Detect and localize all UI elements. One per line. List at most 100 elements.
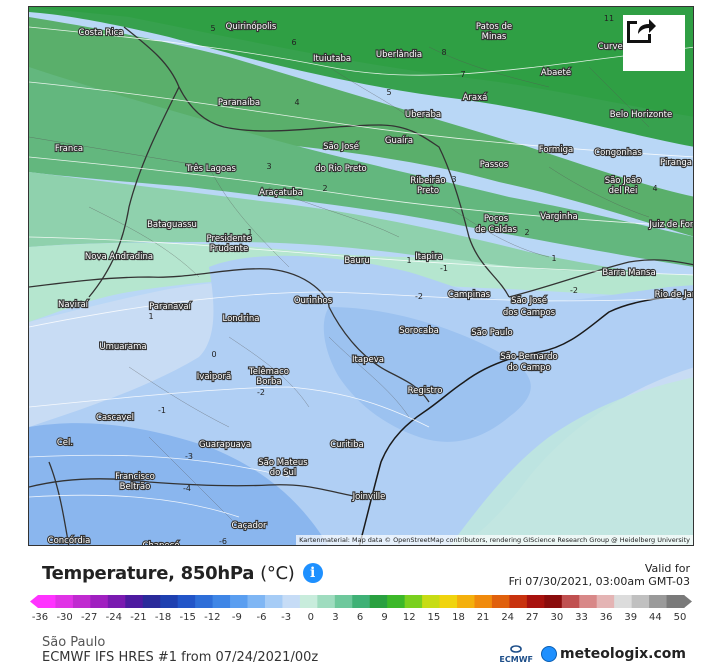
city-label: Naviraí bbox=[58, 300, 89, 310]
scale-tick-label: 9 bbox=[381, 612, 388, 623]
city-label: Paranaíba bbox=[218, 98, 260, 108]
city-label: Ribeirão bbox=[410, 176, 445, 186]
isotherm-label: -2 bbox=[257, 388, 265, 397]
isotherm-label: 7 bbox=[460, 70, 465, 79]
scale-swatch bbox=[457, 595, 475, 608]
valid-label: Valid for bbox=[644, 562, 690, 575]
scale-min-arrow bbox=[30, 595, 38, 608]
scale-max-arrow bbox=[684, 595, 692, 608]
city-label: Rio de Janeiro bbox=[655, 290, 694, 300]
isotherm-label: -2 bbox=[415, 292, 423, 301]
city-label: São Paulo bbox=[471, 328, 512, 338]
city-label: Piranga bbox=[660, 158, 692, 168]
scale-tick-label: 6 bbox=[356, 612, 364, 623]
scale-tick-label: 18 bbox=[452, 612, 465, 623]
color-scale bbox=[30, 595, 692, 608]
city-label: Três Lagoas bbox=[185, 163, 236, 174]
isotherm-label: 6 bbox=[291, 38, 296, 47]
city-label: Formiga bbox=[539, 145, 573, 155]
city-label: do Rio Preto bbox=[315, 164, 367, 174]
city-label: Joinville bbox=[352, 492, 386, 502]
meteologix-logo[interactable]: meteologix.com bbox=[541, 646, 686, 662]
scale-swatch bbox=[614, 595, 633, 608]
scale-swatch bbox=[212, 595, 231, 608]
scale-swatch bbox=[299, 595, 318, 608]
city-label: Presidente bbox=[207, 234, 252, 244]
isotherm-label: 8 bbox=[441, 48, 446, 57]
scale-swatch bbox=[422, 595, 441, 608]
city-label: Araçatuba bbox=[259, 188, 303, 198]
scale-swatch bbox=[107, 595, 126, 608]
scale-tick-label: -27 bbox=[81, 612, 98, 623]
isotherm-label: 3 bbox=[266, 162, 271, 171]
scale-swatch bbox=[55, 595, 74, 608]
scale-swatch bbox=[369, 595, 388, 608]
city-label: Itapeva bbox=[352, 355, 384, 365]
scale-ticks: -36 -30 -27 -24 -21 -18 -15 -12 -9 -6 -3 0 3 6 9 12 15 18… bbox=[30, 612, 690, 626]
scale-tick-label: -21 bbox=[130, 612, 147, 623]
isotherm-label: -2 bbox=[570, 286, 578, 295]
city-label: Costa Rica bbox=[79, 28, 124, 38]
city-label: Barra Mansa bbox=[602, 268, 655, 278]
city-label: Poços bbox=[484, 214, 509, 224]
city-label: Passos bbox=[480, 160, 509, 170]
scale-swatch bbox=[387, 595, 406, 608]
scale-swatch bbox=[596, 595, 615, 608]
city-label: Campinas bbox=[448, 290, 491, 300]
city-label: Beltrão bbox=[120, 482, 151, 492]
city-label: Sorocaba bbox=[399, 326, 439, 336]
scale-swatch bbox=[38, 595, 56, 608]
scale-swatch bbox=[334, 595, 353, 608]
scale-swatch bbox=[649, 595, 668, 608]
scale-tick-label: -9 bbox=[231, 612, 242, 623]
scale-tick-label: -6 bbox=[256, 612, 267, 623]
isotherm-label: 2 bbox=[322, 184, 327, 193]
city-label: Franca bbox=[55, 144, 83, 154]
chart-title: Temperature, 850hPa (°C) i bbox=[42, 563, 323, 584]
title-unit: (°C) bbox=[260, 563, 295, 584]
temperature-map[interactable]: 5 6 8 11 7 4 5 3 3 4 2 2 1 1 1 -1 -2 -2 1 0 -1 -2 -3 -4 -6 Costa… bbox=[28, 6, 694, 546]
scale-tick-label: -30 bbox=[56, 612, 73, 623]
scale-tick-label: 12 bbox=[402, 612, 416, 623]
isotherm-label: -1 bbox=[440, 264, 448, 273]
isotherm-label: 2 bbox=[524, 228, 529, 237]
scale-swatch bbox=[631, 595, 650, 608]
scale-swatch bbox=[317, 595, 336, 608]
isotherm-label: 5 bbox=[210, 24, 215, 33]
city-label: Abaeté bbox=[541, 67, 571, 78]
ecmwf-text: ECMWF bbox=[499, 655, 534, 664]
globe-icon bbox=[541, 646, 558, 662]
brand-text: meteologix.com bbox=[560, 646, 686, 662]
isotherm-label: 1 bbox=[148, 312, 153, 321]
scale-swatch bbox=[352, 595, 371, 608]
city-label: Nova Andradina bbox=[85, 252, 153, 262]
city-label: Uberaba bbox=[405, 110, 441, 120]
city-label: Francisco bbox=[115, 472, 155, 482]
scale-tick-label: -15 bbox=[179, 612, 196, 623]
scale-tick-label: 0 bbox=[307, 612, 314, 623]
city-label: Concórdia bbox=[48, 535, 91, 546]
isotherm-label: 5 bbox=[386, 88, 391, 97]
scale-swatch bbox=[561, 595, 580, 608]
info-icon[interactable]: i bbox=[302, 563, 323, 583]
scale-swatch bbox=[247, 595, 266, 608]
scale-swatch bbox=[264, 595, 283, 608]
isotherm-label: 4 bbox=[294, 98, 299, 107]
scale-swatch bbox=[72, 595, 91, 608]
scale-tick-label: -36 bbox=[31, 612, 49, 623]
isotherm-label: 1 bbox=[247, 228, 252, 237]
scale-tick-label: 27 bbox=[525, 612, 539, 623]
share-button[interactable] bbox=[623, 15, 685, 71]
isotherm-label: -3 bbox=[185, 452, 193, 461]
city-label: São João bbox=[605, 176, 642, 186]
city-label: Umuarama bbox=[99, 342, 146, 352]
scale-tick-label: 36 bbox=[599, 612, 613, 623]
city-label: Guarapuava bbox=[199, 440, 251, 450]
scale-tick-label: -18 bbox=[154, 612, 172, 623]
scale-tick-label: 39 bbox=[624, 612, 638, 623]
ecmwf-logo: ECMWF bbox=[499, 644, 533, 664]
city-label: Araxá bbox=[463, 93, 488, 103]
scale-swatch bbox=[230, 595, 249, 608]
scale-swatch bbox=[666, 595, 685, 608]
ecmwf-icon bbox=[510, 645, 523, 653]
